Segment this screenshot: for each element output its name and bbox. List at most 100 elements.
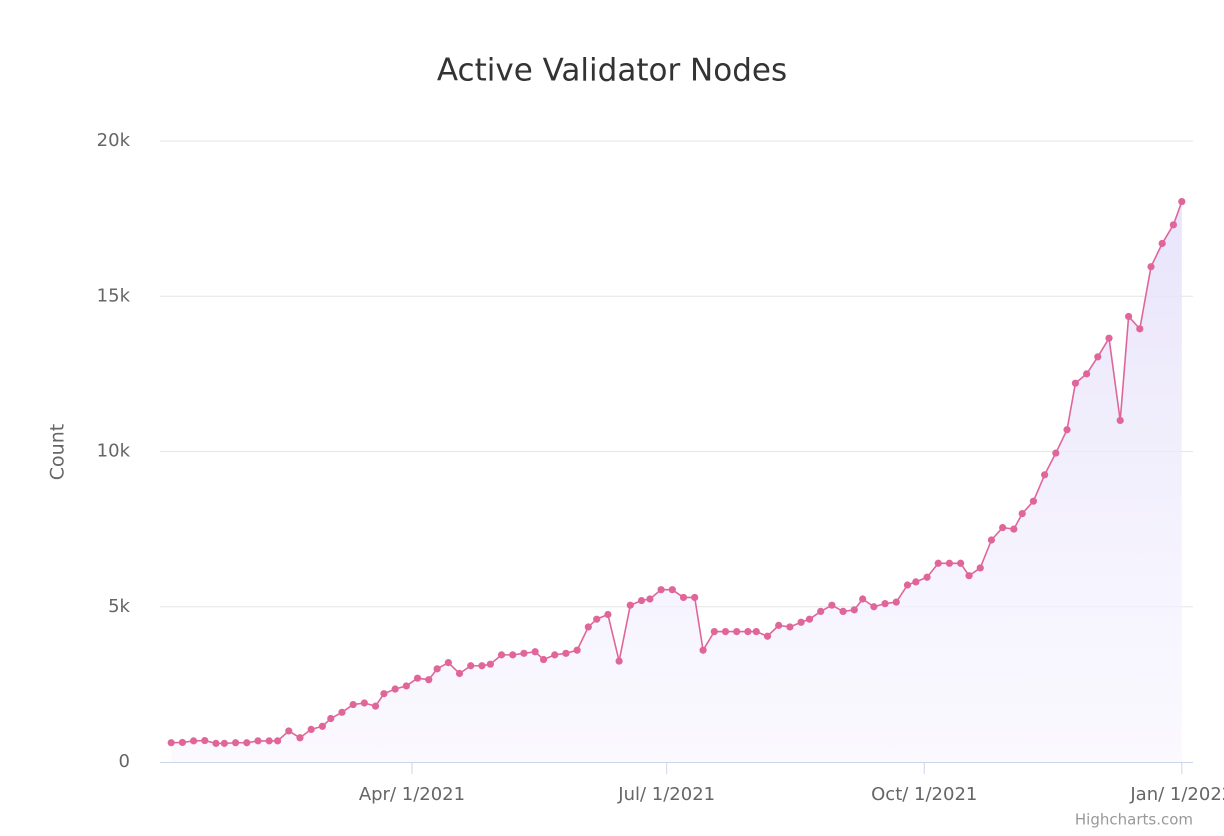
point [243,739,251,747]
point [402,682,410,690]
point [455,669,464,678]
y-tick-label: 10k [97,441,131,462]
point [691,593,699,602]
point [839,607,847,616]
point [1063,426,1071,434]
y-tick-label: 20k [97,130,131,151]
point [178,738,186,747]
point [965,572,973,580]
point [733,627,741,636]
point [371,702,380,710]
point [360,699,368,707]
point [531,648,539,656]
point [626,601,634,609]
point [1071,379,1080,387]
point [699,646,707,654]
x-tick-label: Jul/ 1/2021 [617,784,715,805]
point [668,586,676,594]
point [201,736,209,745]
point [1083,370,1091,378]
point [1018,509,1026,518]
point [710,627,718,636]
point [444,659,452,667]
point [478,662,486,670]
point [646,595,654,603]
point [509,651,517,659]
point [637,596,646,605]
point [987,536,996,544]
x-tick-label: Jan/ 1/2022 [1129,784,1224,805]
y-tick-label: 0 [119,751,130,772]
point [562,649,570,657]
x-tick-label: Oct/ 1/2021 [871,784,977,805]
point [1029,497,1038,505]
point [1052,449,1060,457]
point [593,615,601,623]
area-fill [171,201,1182,763]
point [551,651,559,659]
point [425,676,433,684]
point [923,573,931,581]
point [380,690,388,698]
point [934,559,942,567]
point [497,651,506,659]
y-axis-title: Count [47,424,69,480]
point [744,627,752,636]
point [1094,353,1102,361]
point [212,739,220,747]
point [775,621,783,629]
point [805,615,814,623]
point [486,660,494,668]
point [573,646,581,654]
point [721,627,730,636]
point [265,737,273,745]
point [615,657,623,665]
point [1147,263,1155,271]
point [976,564,984,572]
point [1178,197,1186,206]
point [786,623,794,631]
point [307,725,315,733]
point [828,601,836,609]
point [433,665,441,673]
point [296,734,304,742]
point [1105,334,1113,342]
point [945,559,954,567]
point [604,610,612,619]
point [903,581,912,589]
point [797,618,805,626]
chart-title: Active Validator Nodes [437,53,787,89]
point [657,586,665,594]
point [1158,239,1166,248]
point [870,603,878,611]
point [1116,416,1124,425]
y-tick-label: 5k [108,596,130,617]
point [391,685,399,693]
point [539,655,548,664]
credits[interactable]: Highcharts.com [1075,811,1193,829]
x-tick-label: Apr/ 1/2021 [359,784,465,805]
point [327,714,335,723]
point [957,559,965,567]
point [520,649,528,657]
point [679,593,688,602]
point [881,600,889,608]
point [850,606,858,614]
point [231,739,240,747]
point [220,739,228,747]
point [859,595,867,603]
point [413,674,422,682]
point [752,627,760,636]
point [763,632,772,640]
point [912,578,920,586]
point [1125,312,1133,321]
point [167,739,175,747]
y-tick-label: 15k [97,285,131,306]
point [999,523,1007,532]
point [1169,221,1178,229]
point [1010,525,1018,533]
point [1136,325,1144,333]
point [817,607,825,616]
